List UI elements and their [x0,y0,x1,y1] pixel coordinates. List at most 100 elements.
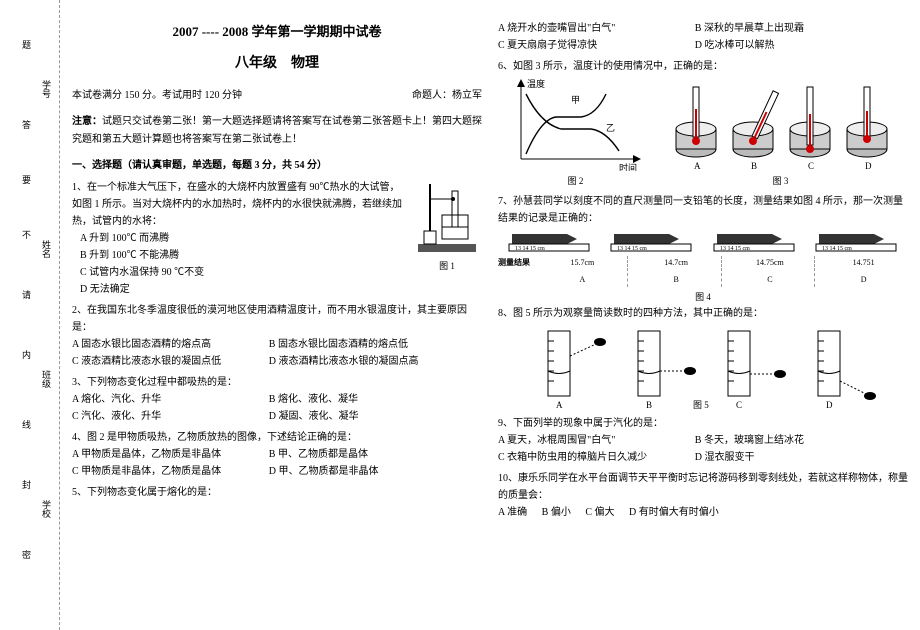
q9-d: D 湿衣服变干 [695,449,892,466]
q1-opt-c: C 试管内水温保持 90 ℃不变 [80,264,406,281]
mark-da: 答 [20,120,33,129]
q1-opt-b: B 升到 100℃ 不能沸腾 [80,247,406,264]
fig4-lbl: 图 4 [498,289,908,305]
label-xuexiao: 学校 [40,500,53,518]
fig2-fig3-row: 温度 时间 甲 乙 图 2 [498,79,908,189]
svg-text:D: D [826,400,833,410]
exam-subtitle: 八年级 物理 [72,51,482,76]
svg-text:B: B [646,400,652,410]
grade: 八年级 [235,56,277,71]
question-5-stem: 5、下列物态变化属于熔化的是： [72,484,482,501]
question-9: 9、下面列举的现象中属于汽化的是： A 夏天，冰棍周围冒"白气" B 冬天，玻璃… [498,415,908,466]
ylabel: 温度 [527,79,545,89]
svg-text:13 14 15 cm: 13 14 15 cm [515,246,545,252]
fig1-label: 图 1 [412,259,482,274]
svg-text:13 14 15 cm: 13 14 15 cm [822,246,852,252]
o-a: A [538,273,628,287]
q5-b: B 深秋的早晨草上出现霜 [695,20,892,37]
mark-ti: 题 [20,40,33,49]
q4-a: A 甲物质是晶体，乙物质是非晶体 [72,446,269,463]
mark-feng: 封 [20,480,33,489]
q6-stem: 6、如图 3 所示，温度计的使用情况中，正确的是： [498,58,908,75]
svg-text:A: A [556,400,563,410]
figure-1: 图 1 [412,179,482,274]
q1-opt-a: A 升到 100℃ 而沸腾 [80,230,406,247]
figure-5: A B 图 5 C [498,326,908,411]
section-1-head: 一、选择题（请认真审题，单选题，每题 3 分，共 54 分） [72,157,482,175]
svg-text:B: B [751,161,757,171]
svg-text:乙: 乙 [606,123,615,133]
q5-a: A 烧开水的壶嘴冒出"白气" [498,20,695,37]
question-4: 4、图 2 是甲物质吸热，乙物质放热的图像，下述结论正确的是： A 甲物质是晶体… [72,429,482,480]
left-column: 2007 ---- 2008 学年第一学期期中试卷 八年级 物理 本试卷满分 1… [72,20,482,610]
r-b: 14.7cm [632,256,722,270]
svg-text:C: C [808,161,814,171]
mark-nei: 内 [20,350,33,359]
q4-b: B 甲、乙物质都是晶体 [269,446,466,463]
fig2-lbl: 图 2 [511,173,641,189]
q9-c: C 衣箱中防虫用的樟脑片日久减少 [498,449,695,466]
q3-stem: 3、下列物态变化过程中都吸热的是： [72,374,482,391]
svg-text:甲: 甲 [571,95,580,105]
meta-row: 本试卷满分 150 分。考试用时 120 分钟 命题人：杨立军 [72,87,482,105]
question-1: 1、在一个标准大气压下，在盛水的大烧杯内放置盛有 90℃热水的大试管，如图 1 … [72,179,482,298]
page-content: 2007 ---- 2008 学年第一学期期中试卷 八年级 物理 本试卷满分 1… [60,0,920,630]
mark-qing: 请 [20,290,33,299]
svg-text:13 14 15 cm: 13 14 15 cm [720,246,750,252]
result-label: 测量结果 [498,256,534,270]
q10-d: D 有时偏大有时偏小 [629,504,719,521]
notice: 注意：试题只交试卷第二张！第一大题选择题请将答案写在试卷第二张答题卡上！第四大题… [72,113,482,149]
score-time: 本试卷满分 150 分。考试用时 120 分钟 [72,87,242,105]
figure-4: 13 14 15 cm 13 14 15 cm 13 14 15 cm 13 1… [498,231,908,305]
q2-b: B 固态水银比固态酒精的熔点低 [269,336,466,353]
svg-text:图 5: 图 5 [693,400,709,410]
mark-bu: 不 [20,230,33,239]
figure-3: A B [666,79,896,189]
q1-opt-d: D 无法确定 [80,281,406,298]
o-c: C [726,273,816,287]
svg-text:13 14 15 cm: 13 14 15 cm [617,246,647,252]
r-d: 14.751 [819,256,908,270]
r-a: 15.7cm [538,256,628,270]
q2-c: C 液态酒精比液态水银的凝固点低 [72,353,269,370]
o-b: B [632,273,722,287]
q10-c: C 偏大 [585,504,614,521]
q10-a: A 准确 [498,504,527,521]
svg-text:C: C [736,400,742,410]
q3-d: D 凝固、液化、凝华 [269,408,466,425]
q4-d: D 甲、乙物质都是非晶体 [269,463,466,480]
fig3-lbl: 图 3 [666,173,896,189]
mark-xian: 线 [20,420,33,429]
r-c: 14.75cm [726,256,816,270]
q1-stem: 1、在一个标准大气压下，在盛水的大烧杯内放置盛有 90℃热水的大试管，如图 1 … [72,179,406,230]
q5-opts: A 烧开水的壶嘴冒出"白气" B 深秋的早晨草上出现霜 C 夏天扇扇子觉得凉快 … [498,20,908,54]
notice-text: 试题只交试卷第二张！第一大题选择题请将答案写在试卷第二张答题卡上！第四大题探究题… [72,116,482,145]
q4-c: C 甲物质是非晶体，乙物质是晶体 [72,463,269,480]
q5-c: C 夏天扇扇子觉得凉快 [498,37,695,54]
exam-title: 2007 ---- 2008 学年第一学期期中试卷 [72,20,482,43]
q8-stem: 8、图 5 所示为观察量筒读数时的四种方法，其中正确的是： [498,305,908,322]
xlabel: 时间 [619,162,637,171]
q9-b: B 冬天，玻璃窗上结冰花 [695,432,892,449]
question-2: 2、在我国东北冬季温度很低的漠河地区使用酒精温度计，而不用水银温度计，其主要原因… [72,302,482,370]
q7-stem: 7、孙慧芸同学以刻度不同的直尺测量同一支铅笔的长度，测量结果如图 4 所示，那一… [498,193,908,227]
svg-text:A: A [694,161,701,171]
mark-yao: 要 [20,175,33,184]
question-3: 3、下列物态变化过程中都吸热的是： A 熔化、汽化、升华 B 熔化、液化、凝华 … [72,374,482,425]
subject: 物理 [291,56,319,71]
q2-d: D 液态酒精比液态水银的凝固点高 [269,353,466,370]
notice-label: 注意： [72,116,102,127]
author: 命题人：杨立军 [412,87,482,105]
q9-stem: 9、下面列举的现象中属于汽化的是： [498,415,908,432]
q4-stem: 4、图 2 是甲物质吸热，乙物质放热的图像，下述结论正确的是： [72,429,482,446]
q2-a: A 固态水银比固态酒精的熔点高 [72,336,269,353]
question-10: 10、康乐乐同学在水平台面调节天平平衡时忘记将游码移到零刻线处，若就这样称物体，… [498,470,908,521]
mark-mi: 密 [20,550,33,559]
q2-stem: 2、在我国东北冬季温度很低的漠河地区使用酒精温度计，而不用水银温度计，其主要原因… [72,302,482,336]
q5-d: D 吃冰棒可以解热 [695,37,892,54]
svg-text:D: D [865,161,872,171]
label-xuehao: 学号 [40,80,53,98]
figure-2: 温度 时间 甲 乙 图 2 [511,79,641,189]
q9-a: A 夏天，冰棍周围冒"白气" [498,432,695,449]
binding-strip: 题 学号 答 要 不 姓名 请 内 班级 线 封 学校 密 [0,0,60,630]
